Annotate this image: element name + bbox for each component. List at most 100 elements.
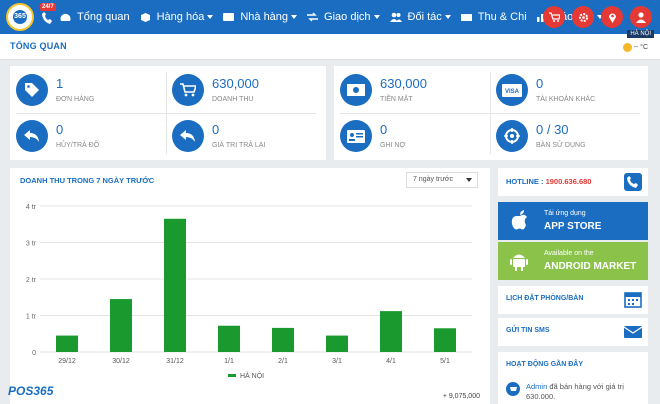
bar xyxy=(164,218,186,352)
x-tick-label: 4/1 xyxy=(386,358,396,365)
nav-item-0[interactable]: Tổng quan xyxy=(60,11,130,23)
x-tick-label: 30/12 xyxy=(112,358,130,365)
nav-label: Tổng quan xyxy=(77,11,130,23)
stat-value: 630,000 xyxy=(380,76,427,91)
weather-widget: -- °C xyxy=(622,43,648,52)
hotline-number[interactable]: 1900.636.680 xyxy=(545,177,592,186)
chevron-down-icon xyxy=(291,15,298,19)
brand-logo[interactable]: 365 xyxy=(6,3,34,31)
chart-title: DOANH THU TRONG 7 NGÀY TRƯỚC xyxy=(20,176,155,185)
stat-label: DOANH THU xyxy=(212,96,254,103)
nav-item-2[interactable]: Nhà hàng xyxy=(223,11,298,23)
nav-label: Hàng hóa xyxy=(156,11,205,23)
nav-item-3[interactable]: Giao dịch xyxy=(307,11,380,23)
nav-label: Nhà hàng xyxy=(240,11,289,23)
bar xyxy=(218,325,240,352)
android-title: ANDROID MARKET xyxy=(544,261,637,272)
location-icon[interactable] xyxy=(601,6,623,28)
android-subtitle: Available on the xyxy=(544,250,594,257)
android-market-button[interactable]: Available on the ANDROID MARKET xyxy=(498,242,648,280)
y-tick-label: 4 tr xyxy=(26,204,37,211)
stat-label: GHI NỢ xyxy=(380,142,406,149)
y-tick-label: 0 xyxy=(32,350,36,357)
calendar-icon xyxy=(624,292,642,308)
activity-user[interactable]: Admin xyxy=(526,382,548,391)
support-badge: 24/7 xyxy=(40,3,56,11)
restaurant-icon xyxy=(223,12,237,22)
stat-value: 0 xyxy=(380,122,388,137)
nav-item-5[interactable]: Thu & Chi xyxy=(460,11,527,23)
chevron-down-icon xyxy=(444,15,451,19)
hotline-label: HOTLINE : xyxy=(506,177,544,186)
app-store-title: APP STORE xyxy=(544,221,602,232)
recent-activity-box: HOẠT ĐỘNG GẦN ĐÂY Admin đã bán hàng với … xyxy=(498,352,648,404)
activity-icon xyxy=(506,382,520,396)
visa-icon: VISA xyxy=(496,74,528,106)
stat-value: 630,000 xyxy=(212,76,259,91)
legend-swatch xyxy=(228,374,236,377)
stat-card[interactable]: 0 / 30 BÀN SỬ DỤNG xyxy=(490,114,640,158)
target-icon xyxy=(496,120,528,152)
bar xyxy=(110,299,132,352)
revenue-chart: 0 1 tr 2 tr 3 tr 4 tr 29/12 30/12 31/12 1/1 2/1 3/… xyxy=(26,204,480,400)
page-header: TỔNG QUAN xyxy=(0,34,660,60)
revenue-chart-panel: DOANH THU TRONG 7 NGÀY TRƯỚC 7 ngày trướ… xyxy=(10,168,490,404)
chevron-down-icon xyxy=(466,178,472,182)
stat-label: ĐƠN HÀNG xyxy=(56,96,95,103)
main-nav: Tổng quan Hàng hóa Nhà hàng Giao dịch Đối tá… xyxy=(60,0,613,34)
stats-panel-left: 1 ĐƠN HÀNG 630,000 DOANH THU 0 HỦY/TRẢ ĐỒ 0 GIÁ… xyxy=(10,66,326,160)
phone-icon[interactable] xyxy=(42,12,52,24)
app-store-button[interactable]: Tải ứng dụng APP STORE xyxy=(498,202,648,240)
hotline: HOTLINE : 1900.636.680 xyxy=(506,177,591,186)
stat-label: GIÁ TRỊ TRẢ LẠI xyxy=(212,142,266,149)
apple-icon xyxy=(511,210,527,230)
y-tick-label: 3 tr xyxy=(26,241,37,248)
stat-label: BÀN SỬ DỤNG xyxy=(536,142,586,149)
cart-icon[interactable] xyxy=(543,6,565,28)
x-tick-label: 1/1 xyxy=(224,358,234,365)
period-dropdown-value: 7 ngày trước xyxy=(413,176,454,183)
stat-card[interactable]: 0 GHI NỢ xyxy=(334,114,484,158)
stat-card[interactable]: 1 ĐƠN HÀNG xyxy=(10,68,160,112)
stat-card[interactable]: 0 GIÁ TRỊ TRẢ LẠI xyxy=(166,114,316,158)
activity-entry: Admin đã bán hàng với giá trị 630.000. xyxy=(526,382,644,402)
chevron-down-icon xyxy=(373,15,380,19)
booking-box[interactable]: LỊCH ĐẶT PHÒNG/BÀN xyxy=(498,286,648,314)
cart-icon xyxy=(172,74,204,106)
cube-icon xyxy=(140,12,154,22)
period-dropdown[interactable]: 7 ngày trước xyxy=(406,172,478,188)
recent-activity-title: HOẠT ĐỘNG GẦN ĐÂY xyxy=(506,361,583,368)
app-store-subtitle: Tải ứng dụng xyxy=(544,210,586,217)
dashboard-icon xyxy=(60,12,74,22)
booking-label: LỊCH ĐẶT PHÒNG/BÀN xyxy=(506,295,584,302)
sms-box[interactable]: GỬI TIN SMS xyxy=(498,318,648,346)
chart-total: + 9,075,000 xyxy=(443,393,480,400)
partner-icon xyxy=(389,12,405,22)
x-tick-label: 31/12 xyxy=(166,358,184,365)
y-tick-label: 1 tr xyxy=(26,314,37,321)
stat-value: 0 xyxy=(212,122,220,137)
stat-card[interactable]: 630,000 DOANH THU xyxy=(166,68,316,112)
hotline-box: HOTLINE : 1900.636.680 xyxy=(498,168,648,196)
user-icon[interactable] xyxy=(630,6,652,28)
chevron-down-icon xyxy=(597,15,604,19)
divider xyxy=(340,113,640,114)
nav-item-4[interactable]: Đối tác xyxy=(389,11,451,23)
stat-card[interactable]: 630,000 TIỀN MẶT xyxy=(334,68,484,112)
phone-icon[interactable] xyxy=(624,173,642,191)
chevron-down-icon xyxy=(207,15,214,19)
nav-item-1[interactable]: Hàng hóa xyxy=(140,11,214,23)
gear-icon[interactable] xyxy=(572,6,594,28)
id-card-icon xyxy=(340,120,372,152)
sms-label: GỬI TIN SMS xyxy=(506,327,550,334)
money-icon xyxy=(460,12,475,22)
x-tick-label: 2/1 xyxy=(278,358,288,365)
temperature: -- °C xyxy=(633,44,648,51)
stat-card[interactable]: 0 HỦY/TRẢ ĐỒ xyxy=(10,114,160,158)
nav-label: Giao dịch xyxy=(324,11,371,23)
stat-card[interactable]: VISA 0 TÀI KHOẢN KHÁC xyxy=(490,68,640,112)
location-tag[interactable]: HÀ NỘI xyxy=(627,30,654,38)
stat-value: 0 / 30 xyxy=(536,122,569,137)
tag-icon xyxy=(16,74,48,106)
x-tick-label: 29/12 xyxy=(58,358,76,365)
